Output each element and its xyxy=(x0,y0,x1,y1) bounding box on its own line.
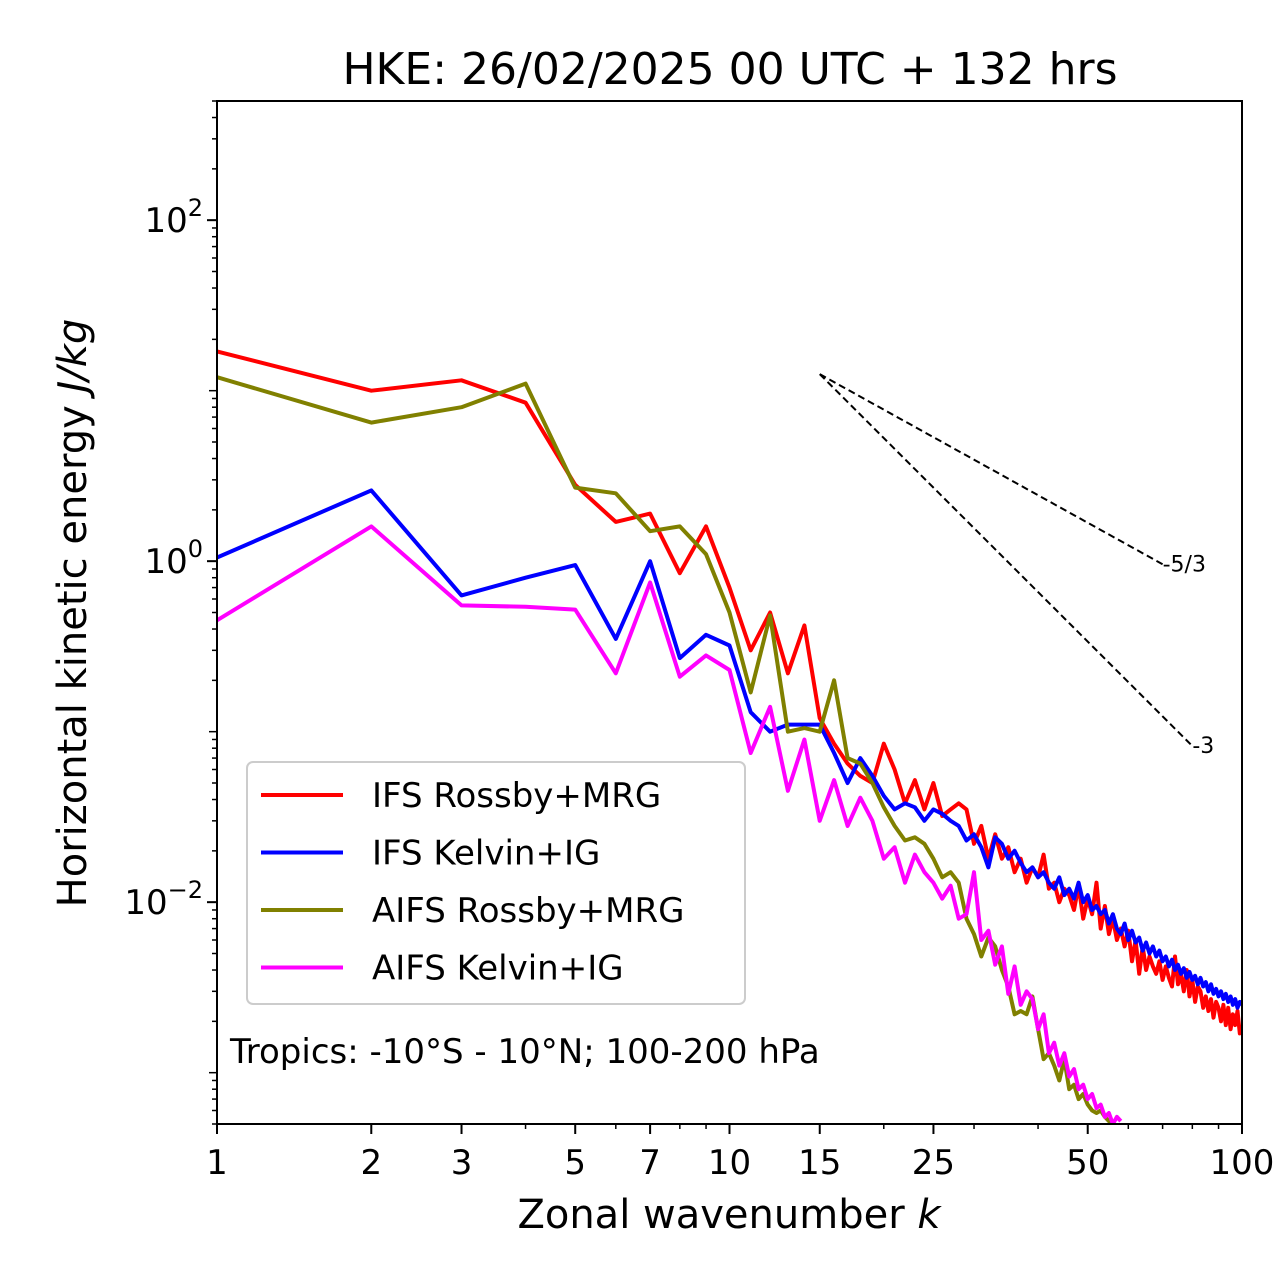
legend-label-aifs-kelvin-ig: AIFS Kelvin+IG xyxy=(372,949,624,989)
x-axis-label: Zonal wavenumber k xyxy=(517,1192,942,1238)
region-annotation: Tropics: -10°S - 10°N; 100-200 hPa xyxy=(229,1032,820,1072)
y-axis-label: Horizontal kinetic energy J/kg xyxy=(50,319,96,908)
legend-label-ifs-rossby-mrg: IFS Rossby+MRG xyxy=(372,776,661,816)
x-tick-label-1: 1 xyxy=(206,1143,228,1183)
series-line-aifs-rossby-mrg xyxy=(217,375,1115,1124)
legend: IFS Rossby+MRG IFS Kelvin+IG AIFS Rossby+M… xyxy=(246,761,746,1005)
x-tick-label-3: 3 xyxy=(451,1143,473,1183)
x-tick-label-5: 5 xyxy=(564,1143,586,1183)
x-tick-label-50: 50 xyxy=(1066,1143,1109,1183)
legend-label-ifs-kelvin-ig: IFS Kelvin+IG xyxy=(372,834,600,874)
x-tick-label-10: 10 xyxy=(708,1143,751,1183)
legend-box xyxy=(246,761,746,1005)
y-tick-label-10-2: 10−2 xyxy=(124,876,203,923)
x-tick-label-2: 2 xyxy=(360,1143,382,1183)
reference-label-3: -3 xyxy=(1192,734,1214,759)
x-tick-label-15: 15 xyxy=(798,1143,841,1183)
series-line-ifs-kelvin-ig xyxy=(217,488,1242,1010)
series-line-aifs-kelvin-ig xyxy=(217,524,1123,1124)
y-axis-label-text: Horizontal kinetic energy xyxy=(50,405,96,907)
reference-label-5-3: -5/3 xyxy=(1163,552,1206,577)
y-tick-label-10-0: 100 xyxy=(144,535,203,582)
plot-frame xyxy=(216,100,1243,1125)
x-tick-label-25: 25 xyxy=(912,1143,955,1183)
y-axis-label-unit: J/kg xyxy=(50,319,96,400)
x-tick-label-100: 100 xyxy=(1210,1143,1275,1183)
x-axis-label-var: k xyxy=(917,1192,942,1238)
y-tick-label-10-2: 102 xyxy=(144,194,203,241)
x-tick-label-7: 7 xyxy=(639,1143,661,1183)
x-axis-label-text: Zonal wavenumber xyxy=(517,1192,905,1238)
chart-title: HKE: 26/02/2025 00 UTC + 132 hrs xyxy=(342,44,1117,95)
axis-ticks: 1 2 3 5 7 10 15 25 50 100 102 100 10−2 xyxy=(124,100,1275,1183)
reference-lines: -5/3 -3 xyxy=(819,373,1214,759)
series-layer xyxy=(217,349,1242,1124)
legend-label-aifs-rossby-mrg: AIFS Rossby+MRG xyxy=(372,891,684,931)
